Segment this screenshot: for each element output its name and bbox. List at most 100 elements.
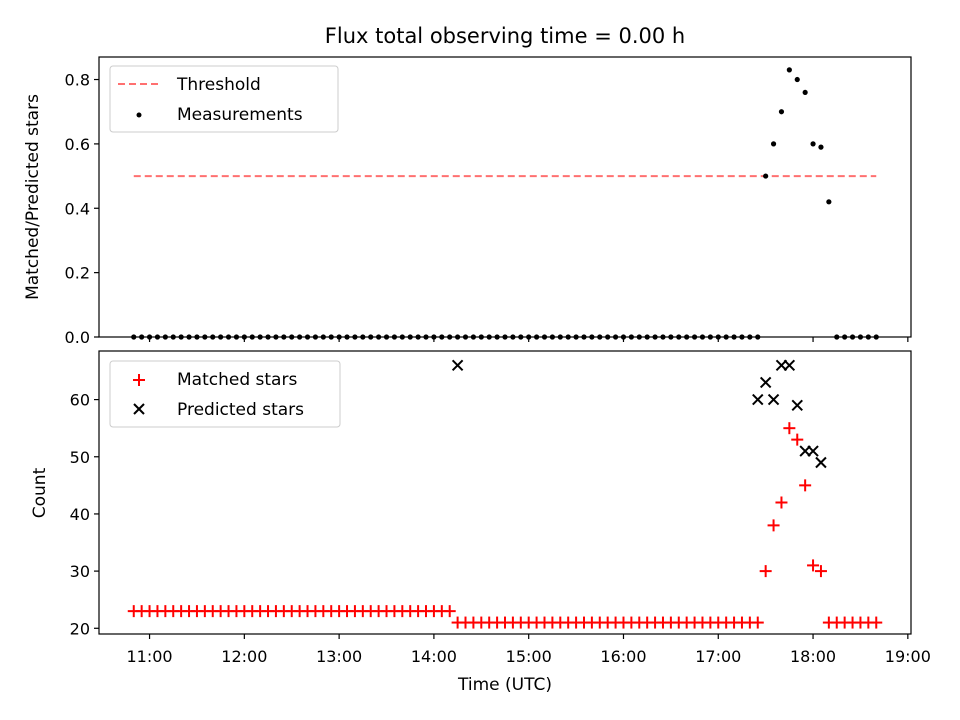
measurement-point	[605, 334, 611, 340]
predicted-star-point	[783, 359, 796, 372]
measurement-point	[644, 334, 650, 340]
measurement-point	[755, 334, 761, 340]
x-tick-label: 12:00	[221, 647, 267, 666]
matched-star-point	[775, 496, 788, 509]
measurement-point	[162, 334, 168, 340]
measurement-point	[786, 67, 792, 73]
count-plot-marks	[127, 359, 883, 629]
measurement-point	[178, 334, 184, 340]
x-tick-label: 16:00	[600, 647, 646, 666]
measurement-point	[597, 334, 603, 340]
measurement-point	[320, 334, 326, 340]
measurement-point	[447, 334, 453, 340]
y-tick-label: 0.6	[65, 135, 90, 154]
measurement-point	[328, 334, 334, 340]
x-tick-label: 17:00	[695, 647, 741, 666]
y-tick-label: 60	[70, 391, 90, 410]
measurement-point	[249, 334, 255, 340]
predicted-star-point	[767, 393, 780, 406]
measurement-point	[873, 334, 879, 340]
measurement-point	[834, 334, 840, 340]
measurement-point	[455, 334, 461, 340]
measurement-point	[739, 334, 745, 340]
measurement-point	[699, 334, 706, 340]
measurement-point	[415, 334, 421, 340]
measurement-point	[842, 334, 848, 340]
measurement-point	[265, 334, 271, 340]
ratio-y-ticks: 0.0 0.2 0.4 0.6 0.8	[65, 71, 99, 347]
measurement-point	[494, 334, 500, 340]
predicted-star-point	[752, 393, 764, 406]
measurement-point	[660, 334, 666, 340]
matched-star-point	[759, 565, 772, 578]
measurement-point	[770, 141, 777, 147]
measurement-point	[194, 334, 200, 340]
matched-legend-swatch	[133, 374, 145, 386]
measurement-point	[747, 334, 753, 340]
x-tick-label: 14:00	[411, 647, 457, 666]
measurement-point	[826, 199, 832, 205]
y-tick-label: 50	[70, 448, 90, 467]
predicted-legend-swatch	[133, 403, 145, 415]
measurement-point	[691, 334, 698, 340]
predicted-star-point	[807, 445, 819, 457]
matched-star-point	[870, 616, 883, 629]
x-tick-label: 11:00	[126, 647, 172, 666]
predicted-star-point	[791, 399, 803, 412]
measurement-point	[557, 334, 563, 340]
measurement-point	[297, 334, 303, 340]
measurement-point	[312, 334, 319, 340]
measurement-point	[636, 334, 642, 340]
measurement-point	[391, 334, 398, 340]
measurement-point	[202, 334, 208, 340]
measurement-point	[676, 334, 682, 340]
matched-star-point	[791, 433, 804, 446]
measurement-point	[462, 334, 469, 340]
x-tick-label: 15:00	[506, 647, 552, 666]
measurement-point	[257, 334, 263, 340]
measurement-point	[131, 334, 137, 340]
count-plot-frame	[98, 350, 912, 635]
measurement-point	[186, 334, 192, 340]
predicted-star-point	[759, 376, 772, 389]
y-tick-label: 20	[70, 619, 90, 638]
measurement-point	[154, 334, 161, 340]
measurement-point	[857, 334, 864, 340]
measurement-point	[818, 144, 824, 150]
count-legend: Matched stars Predicted stars	[109, 360, 341, 428]
ratio-x-ticks	[148, 337, 909, 342]
measurement-point	[225, 334, 232, 340]
measurement-point	[802, 89, 808, 96]
predicted-star-point	[451, 359, 464, 372]
measurement-point	[273, 334, 279, 340]
matched-star-point	[767, 519, 780, 532]
measurement-point	[794, 76, 800, 83]
measurement-point	[218, 334, 224, 340]
measurement-point	[668, 334, 674, 340]
measurement-point	[233, 334, 240, 340]
threshold-legend-label: Threshold	[176, 75, 261, 95]
y-tick-label: 0.2	[65, 264, 90, 283]
measurement-point	[518, 334, 524, 340]
measurements-legend-swatch	[136, 112, 142, 118]
measurement-point	[707, 334, 713, 340]
matched-star-point	[751, 616, 764, 629]
matched-star-point	[799, 479, 812, 492]
measurement-point	[731, 334, 737, 340]
matched-star-point	[443, 605, 456, 618]
matched-legend-label: Matched stars	[177, 370, 297, 390]
measurement-point	[376, 334, 382, 340]
measurement-point	[470, 334, 477, 340]
measurement-point	[170, 334, 176, 340]
ratio-legend: Threshold Measurements	[109, 65, 339, 133]
ratio-plot-marks	[131, 67, 879, 340]
count-legend-box	[109, 360, 341, 428]
measurement-point	[565, 334, 571, 340]
measurement-point	[368, 334, 374, 340]
measurement-point	[778, 109, 785, 115]
measurement-point	[581, 334, 587, 340]
measurement-point	[573, 334, 579, 340]
measurement-point	[763, 173, 769, 179]
matched-star-point	[783, 422, 796, 435]
measurement-point	[439, 334, 445, 340]
